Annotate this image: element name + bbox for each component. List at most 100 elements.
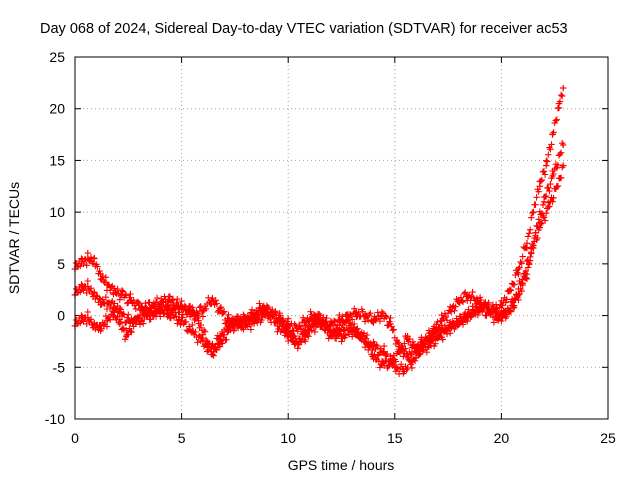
data-point	[560, 84, 567, 92]
data-point	[302, 317, 309, 324]
data-point	[250, 314, 258, 321]
data-point	[464, 291, 471, 299]
data-point	[560, 141, 567, 149]
data-point	[90, 320, 98, 328]
x-tick-label: 25	[600, 430, 616, 446]
plot-frame	[74, 56, 609, 420]
y-tick-label: 0	[57, 308, 65, 324]
data-point	[555, 100, 563, 107]
data-point	[116, 320, 123, 328]
data-point	[395, 343, 403, 350]
data-point	[216, 307, 224, 314]
data-point	[78, 317, 85, 324]
data-point	[319, 317, 326, 324]
x-tick-label: 5	[178, 430, 186, 446]
data-point	[327, 322, 335, 330]
data-point	[361, 312, 369, 319]
data-point	[178, 317, 185, 324]
data-point	[447, 307, 454, 314]
data-point	[536, 183, 543, 190]
data-point	[125, 317, 132, 324]
series-track-b	[71, 162, 567, 378]
data-point	[90, 289, 98, 297]
x-tick-label: 15	[387, 430, 403, 446]
data-point	[417, 348, 424, 355]
data-point	[310, 312, 317, 319]
x-tick-label: 10	[280, 430, 296, 446]
chart-title: Day 068 of 2024, Sidereal Day-to-day VTE…	[40, 21, 568, 37]
data-point	[404, 333, 411, 340]
data-point	[370, 317, 377, 324]
data-point	[370, 353, 377, 361]
data-point	[387, 320, 394, 328]
data-point	[515, 291, 522, 299]
data-point	[380, 348, 388, 355]
data-point	[259, 309, 266, 316]
x-tick-label: 20	[494, 430, 510, 446]
data-point	[370, 343, 377, 350]
data-point	[421, 338, 428, 345]
data-point	[285, 320, 292, 328]
data-point	[391, 364, 398, 371]
data-point	[225, 317, 232, 324]
data-point	[549, 172, 556, 180]
data-point	[103, 299, 111, 307]
data-point	[110, 312, 117, 319]
data-point	[348, 327, 356, 335]
data-point	[103, 317, 111, 324]
tick-labels: 0 5 10 15 20 25 -10 -5 0 5 10 15 20 25	[45, 49, 616, 446]
data-point	[84, 314, 91, 321]
y-tick-label: 10	[49, 204, 65, 220]
data-point	[404, 351, 411, 359]
y-tick-label: 15	[49, 152, 65, 168]
data-point	[438, 327, 445, 335]
point-markers	[71, 140, 566, 362]
data-point	[295, 341, 303, 348]
data-point	[97, 322, 104, 330]
data-point	[408, 358, 416, 366]
data-point	[549, 131, 556, 138]
data-point	[464, 312, 471, 319]
data-point	[540, 198, 548, 205]
data-point	[472, 296, 480, 304]
data-point	[429, 333, 437, 340]
data-point	[182, 307, 190, 314]
data-point	[493, 315, 501, 322]
y-tick-label: -10	[45, 411, 65, 427]
data-point	[242, 317, 249, 324]
data-point	[116, 309, 123, 316]
data-point	[165, 296, 173, 304]
y-tick-label: 25	[49, 49, 65, 65]
data-point	[532, 229, 539, 237]
data-point	[189, 327, 196, 335]
data-point	[293, 324, 300, 332]
data-point	[378, 312, 386, 319]
data-point	[84, 283, 91, 290]
data-point	[498, 312, 505, 319]
data-point	[523, 271, 531, 278]
data-point	[195, 317, 202, 324]
data-point	[306, 327, 313, 335]
data-point	[472, 307, 480, 314]
data-point	[97, 271, 104, 278]
data-point	[199, 338, 207, 345]
data-point	[545, 203, 552, 211]
data-point	[191, 309, 198, 316]
data-point	[336, 317, 343, 324]
data-point	[506, 307, 514, 314]
data-point	[90, 255, 98, 262]
data-point	[425, 343, 433, 350]
data-point	[267, 310, 275, 317]
data-point	[515, 265, 522, 273]
data-point	[412, 343, 420, 350]
data-point	[208, 296, 215, 304]
data-point	[167, 312, 175, 319]
data-point	[118, 291, 126, 299]
data-point	[157, 299, 164, 307]
y-tick-label: 20	[49, 101, 65, 117]
data-points	[71, 84, 567, 378]
data-point	[359, 333, 367, 340]
data-point	[103, 281, 111, 288]
data-point	[146, 312, 153, 319]
